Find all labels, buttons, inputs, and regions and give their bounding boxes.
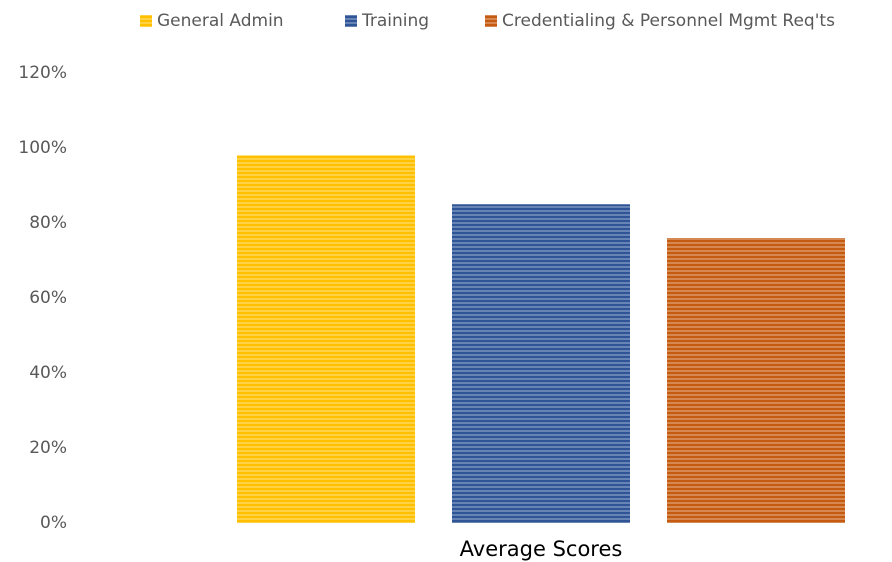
legend-label: General Admin — [157, 11, 284, 31]
legend-swatch — [140, 15, 152, 27]
x-tick-label: Average Scores — [460, 537, 623, 561]
legend-swatch — [345, 15, 357, 27]
y-tick-label: 0% — [40, 513, 67, 533]
y-tick-label: 120% — [18, 63, 67, 83]
y-tick-label: 80% — [29, 213, 67, 233]
legend-swatch — [485, 15, 497, 27]
y-tick-label: 100% — [18, 138, 67, 158]
legend-label: Training — [361, 11, 429, 31]
y-tick-label: 40% — [29, 363, 67, 383]
legend-label: Credentialing & Personnel Mgmt Req'ts — [502, 11, 835, 31]
y-tick-label: 20% — [29, 438, 67, 458]
bar — [667, 238, 845, 523]
y-tick-label: 60% — [29, 288, 67, 308]
bar — [452, 204, 630, 523]
bar — [237, 155, 415, 523]
